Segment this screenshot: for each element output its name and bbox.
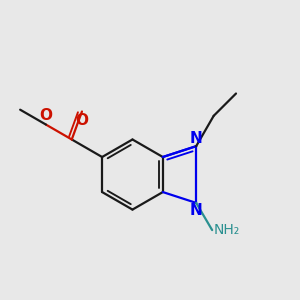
Text: N: N bbox=[190, 131, 203, 146]
Text: N: N bbox=[190, 203, 203, 218]
Text: O: O bbox=[40, 108, 52, 123]
Text: O: O bbox=[76, 113, 88, 128]
Text: NH₂: NH₂ bbox=[214, 223, 240, 237]
